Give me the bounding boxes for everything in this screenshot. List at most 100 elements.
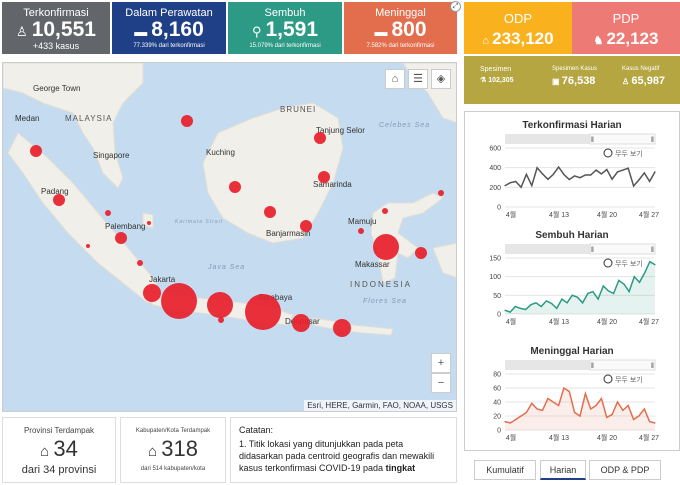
- zoom-label: 무두 보기: [615, 149, 643, 158]
- map-view[interactable]: Celebes Sea Java Sea Flores Sea Karimata…: [2, 62, 457, 412]
- data-point: [632, 418, 635, 421]
- odp-value: ⌂ 233,120: [464, 29, 572, 49]
- provinsi-sub: dari 34 provinsi: [21, 464, 97, 476]
- data-point: [566, 302, 568, 304]
- label-surabaya: Surabaya: [258, 293, 293, 302]
- label-flores-sea: Flores Sea: [363, 298, 407, 305]
- home-icon: ⌂: [482, 35, 493, 47]
- data-point: [600, 173, 603, 175]
- zoom-out-button[interactable]: −: [431, 373, 451, 393]
- x-tick-label: 4월 20: [597, 433, 617, 442]
- data-point: [618, 279, 620, 281]
- y-tick-label: 200: [489, 185, 501, 192]
- x-tick-label: 4월 27: [639, 210, 659, 219]
- data-point: [514, 305, 516, 308]
- kabupaten-value: ⌂ 318: [148, 436, 198, 461]
- x-tick-label: 4월 20: [597, 210, 617, 219]
- data-point: [576, 296, 579, 298]
- data-point: [616, 401, 619, 403]
- bubble-bali: [292, 314, 310, 332]
- data-point: [638, 415, 640, 417]
- layers-icon[interactable]: ◈: [431, 69, 451, 89]
- bubble-jateng: [218, 317, 224, 323]
- stat-number: 800: [391, 18, 427, 41]
- kabupaten-sub: dari 514 kabupaten/kota: [140, 466, 206, 472]
- list-icon[interactable]: ☰: [408, 69, 428, 89]
- data-point: [579, 177, 581, 179]
- label-george-town: George Town: [33, 84, 80, 93]
- data-point: [602, 285, 604, 287]
- data-point: [561, 298, 563, 300]
- catatan-title: Catatan:: [239, 425, 274, 435]
- odp-number: 233,120: [492, 29, 554, 48]
- zoom-in-button[interactable]: +: [431, 353, 451, 373]
- data-point: [627, 404, 629, 407]
- data-point: [540, 305, 542, 308]
- range-handle-icon: ‖: [591, 137, 594, 144]
- charts-panel: Terkonfirmasi Harian ‖ ‖ 0 200 400 600 4월 4월 13…: [464, 111, 680, 451]
- bubble-kalbar: [229, 181, 241, 193]
- bed-icon: ▬: [134, 24, 148, 39]
- y-tick-label: 0: [497, 205, 501, 212]
- x-tick-label: 4월: [506, 433, 516, 442]
- data-point: [654, 422, 656, 424]
- data-point: [627, 167, 629, 169]
- card-provinsi: Provinsi Terdampak ⌂ 34 dari 34 provinsi: [2, 417, 116, 483]
- label-karimata: Karimata Strait: [175, 219, 223, 225]
- map-canvas[interactable]: Celebes Sea Java Sea Flores Sea Karimata…: [3, 63, 457, 412]
- chart-title: Sembuh Harian: [535, 230, 609, 241]
- data-point: [536, 167, 538, 169]
- chart-sembuh[interactable]: ‖ ‖ 0 50 100 150 4월 4월 13 4월 20 4월 27 무두 보기: [465, 242, 679, 334]
- label-celebes-sea: Celebes Sea: [379, 122, 430, 129]
- label-indonesia: INDONESIA: [350, 280, 412, 289]
- zoom-icon: [603, 374, 613, 384]
- data-point: [504, 309, 506, 311]
- spesimen-negatif: Kasus Negatif ♙ 65,987: [622, 66, 665, 87]
- flask-icon: ⚗: [480, 77, 489, 84]
- data-point: [557, 404, 560, 407]
- bubble-sumsel: [115, 232, 127, 244]
- range-handle-icon: ‖: [651, 247, 654, 254]
- data-point: [515, 180, 517, 183]
- chart-meninggal[interactable]: ‖ ‖ 0 20 40 60 80 4월 4월 13 4월 20 4월 27 무두 보기: [465, 358, 679, 450]
- data-point: [568, 178, 570, 181]
- data-point: [525, 173, 528, 175]
- label-jakarta: Jakarta: [149, 275, 176, 284]
- chart-terkonfirmasi[interactable]: ‖ ‖ 0 200 400 600 4월 4월 13 4월 20 4월 27 무두 보기: [465, 132, 679, 227]
- data-point: [541, 173, 544, 175]
- spesimen-kasus-value: ▣ 76,538: [552, 75, 596, 87]
- tab-odp-pdp[interactable]: ODP & PDP: [589, 460, 661, 480]
- zoom-icon: [603, 258, 613, 268]
- bubble-riau: [181, 115, 193, 127]
- kabupaten-title: Kabupaten/Kota Terdampak: [135, 428, 211, 434]
- bubble-kalsel: [300, 220, 312, 232]
- data-point: [606, 168, 608, 171]
- data-point: [592, 291, 594, 293]
- tab-kumulatif[interactable]: Kumulatif: [474, 460, 536, 480]
- data-point: [597, 298, 599, 300]
- expand-icon[interactable]: ⤢: [450, 1, 461, 12]
- stat-sembuh: Sembuh ⚲ 1,591 15.079% dari terkonfirmasi: [228, 2, 342, 54]
- data-point: [536, 408, 538, 410]
- data-point: [552, 401, 554, 403]
- y-tick-label: 100: [489, 274, 501, 281]
- stat-label: Sembuh: [264, 7, 306, 19]
- data-point: [622, 169, 624, 171]
- label-makassar: Makassar: [355, 260, 390, 269]
- data-point: [616, 171, 619, 173]
- spesimen-kasus: Spesimen Kasus ▣ 76,538: [552, 66, 597, 87]
- label-malaysia: MALAYSIA: [65, 114, 112, 123]
- y-tick-label: 40: [493, 400, 501, 407]
- person-icon: ♙: [16, 24, 28, 39]
- home-icon[interactable]: ⌂: [385, 69, 405, 89]
- bubble-aceh: [30, 145, 42, 157]
- provinsi-value: ⌂ 34: [40, 436, 78, 461]
- tab-harian[interactable]: Harian: [540, 460, 586, 480]
- building-icon: ⌂: [40, 443, 54, 460]
- stat-dalam-perawatan: Dalam Perawatan ▬ 8,160 77.339% dari terk…: [112, 2, 226, 54]
- bubble-kaltim: [318, 171, 330, 183]
- stat-number: 1,591: [265, 18, 319, 41]
- stat-label: Meninggal: [375, 7, 426, 19]
- stat-label: Terkonfirmasi: [23, 7, 89, 19]
- bubble-babel: [147, 221, 151, 225]
